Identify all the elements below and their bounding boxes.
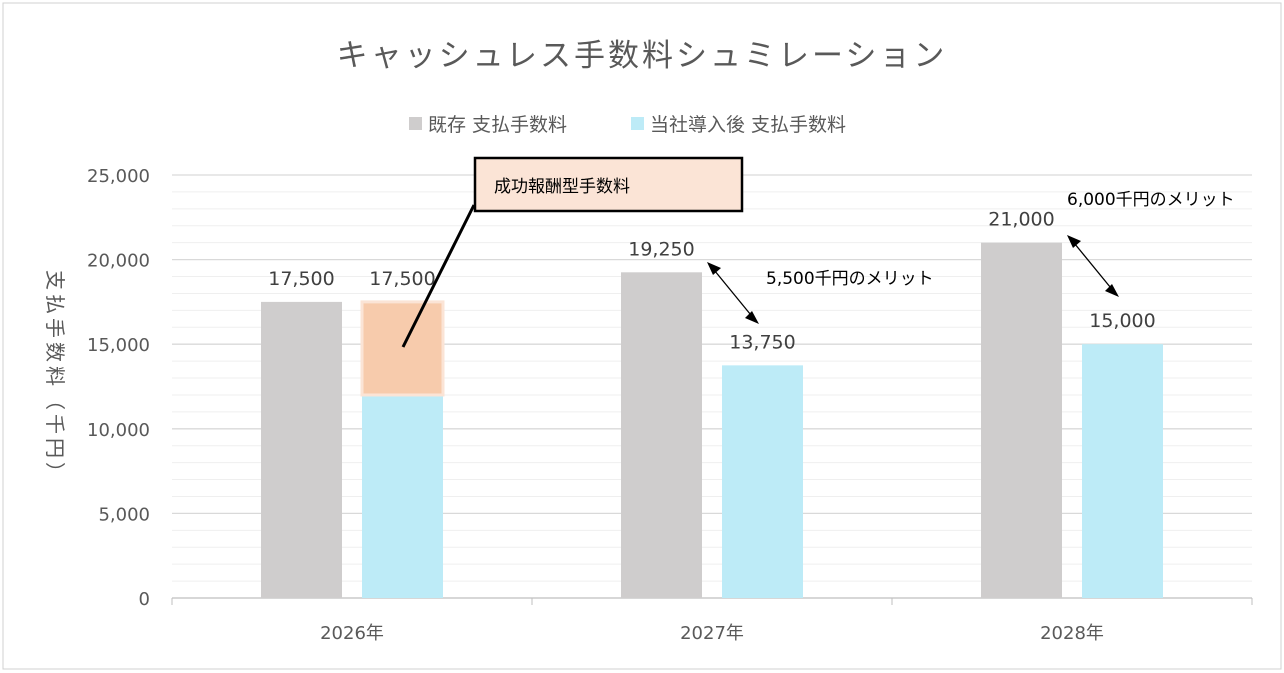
bar-after-base <box>362 394 443 598</box>
bar-existing <box>261 301 342 598</box>
x-tick-label: 2026年 <box>320 623 384 644</box>
data-label: 15,000 <box>1089 310 1155 332</box>
bar-existing <box>621 272 702 598</box>
y-tick-label: 10,000 <box>87 420 150 441</box>
bar-after <box>1082 344 1163 598</box>
legend-swatch-after <box>631 117 644 130</box>
y-tick-label: 15,000 <box>87 335 150 356</box>
legend-label-existing: 既存 支払手数料 <box>428 114 567 136</box>
arrowhead-icon <box>1067 235 1081 248</box>
data-label: 13,750 <box>729 331 795 353</box>
double-arrow-2028 <box>1069 237 1116 294</box>
y-tick-label: 0 <box>139 589 150 610</box>
legend-label-after: 当社導入後 支払手数料 <box>650 114 846 136</box>
arrowhead-icon <box>707 262 721 275</box>
data-label: 19,250 <box>628 238 694 260</box>
bar-after <box>722 365 803 598</box>
data-label: 17,500 <box>369 268 435 290</box>
y-tick-label: 20,000 <box>87 251 150 272</box>
bar-success-fee <box>360 300 445 397</box>
arrowhead-icon <box>1105 284 1119 297</box>
merit-label-2028: 6,000千円のメリット <box>1067 190 1235 210</box>
bar-existing <box>981 242 1062 598</box>
callout-leader-line <box>401 204 476 348</box>
data-label: 17,500 <box>268 268 334 290</box>
y-tick-label: 25,000 <box>87 166 150 187</box>
y-tick-label: 5,000 <box>98 504 150 525</box>
arrowhead-icon <box>745 311 759 324</box>
merit-2028: 6,000千円のメリット <box>1067 190 1235 297</box>
chart-title: キャッシュレス手数料シュミレーション <box>337 38 948 74</box>
legend-swatch-existing <box>409 117 422 130</box>
merit-label-2027: 5,500千円のメリット <box>766 269 934 289</box>
double-arrow-2027 <box>709 264 756 321</box>
merit-2027: 5,500千円のメリット <box>707 262 934 324</box>
callout-success-fee: 成功報酬型手数料 <box>401 156 744 348</box>
x-tick-label: 2028年 <box>1040 623 1104 644</box>
callout-text: 成功報酬型手数料 <box>494 177 630 197</box>
x-tick-label: 2027年 <box>680 623 744 644</box>
callout-box <box>473 156 744 213</box>
legend: 既存 支払手数料 当社導入後 支払手数料 <box>409 114 846 136</box>
data-label: 21,000 <box>988 209 1054 231</box>
y-axis-label: 支払手数料（千円） <box>43 270 67 486</box>
